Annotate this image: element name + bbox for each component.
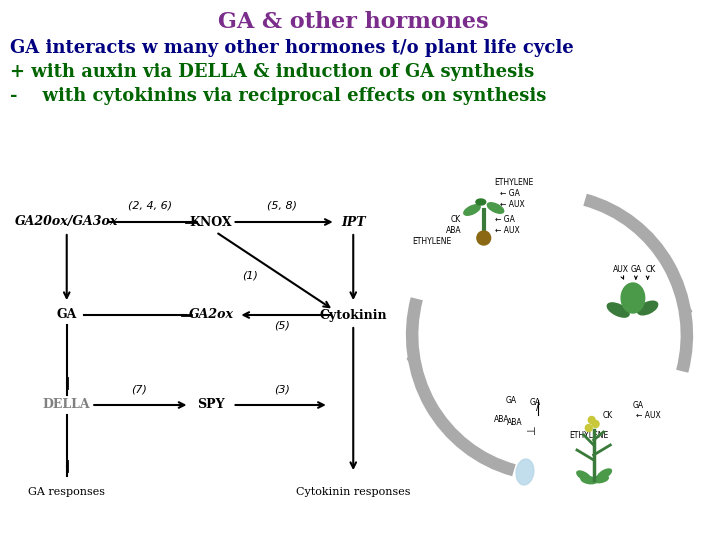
Ellipse shape [464,205,480,215]
Text: ETHYLENE: ETHYLENE [495,178,534,187]
Text: GA: GA [633,401,644,410]
Text: (5, 8): (5, 8) [267,201,297,211]
Text: ETHYLENE: ETHYLENE [412,237,451,246]
Text: GA: GA [505,396,517,405]
Text: ⊣: ⊣ [525,427,535,437]
Ellipse shape [593,475,608,483]
Text: IPT: IPT [341,215,366,228]
Text: ← GA: ← GA [500,189,521,198]
Text: -    with cytokinins via reciprocal effects on synthesis: - with cytokinins via reciprocal effects… [10,87,546,105]
Text: ← AUX: ← AUX [636,411,661,420]
Text: GA & other hormones: GA & other hormones [218,11,488,33]
Text: /: / [536,402,539,412]
Text: ABA: ABA [494,415,509,424]
Ellipse shape [577,471,591,481]
Text: GA: GA [57,308,77,321]
Text: (1): (1) [243,270,258,280]
Text: (2, 4, 6): (2, 4, 6) [127,201,171,211]
Circle shape [588,416,595,423]
Text: AUX: AUX [613,265,629,274]
Text: (5): (5) [274,320,290,330]
Ellipse shape [598,469,611,479]
Text: Cytokinin responses: Cytokinin responses [296,487,410,497]
Ellipse shape [487,202,504,213]
Text: DELLA: DELLA [43,399,91,411]
Ellipse shape [516,459,534,485]
Text: GA interacts w many other hormones t/o plant life cycle: GA interacts w many other hormones t/o p… [10,39,574,57]
Text: GA responses: GA responses [28,487,105,497]
Circle shape [585,424,592,431]
Text: SPY: SPY [197,399,225,411]
Text: ABA: ABA [446,226,462,235]
Text: CK: CK [603,411,613,420]
Text: GA20ox/GA3ox: GA20ox/GA3ox [15,215,118,228]
Ellipse shape [621,283,644,313]
Ellipse shape [581,476,596,484]
Text: (7): (7) [131,384,147,394]
Circle shape [477,231,490,245]
Text: Cytokinin: Cytokinin [320,308,387,321]
Text: CK: CK [645,265,656,274]
Text: ABA: ABA [508,418,523,427]
Text: GA: GA [630,265,642,274]
Text: ← GA: ← GA [495,215,514,224]
Text: GA: GA [529,398,540,407]
Text: ← AUX: ← AUX [500,200,525,209]
Text: GA2ox: GA2ox [189,308,233,321]
Ellipse shape [476,199,486,205]
Text: ETHYLENE: ETHYLENE [569,431,608,440]
Ellipse shape [638,301,657,315]
Text: (3): (3) [274,384,290,394]
Text: CK: CK [451,215,462,224]
Ellipse shape [607,303,629,317]
Text: + with auxin via DELLA & induction of GA synthesis: + with auxin via DELLA & induction of GA… [10,63,534,81]
Text: ← AUX: ← AUX [495,226,519,235]
Text: KNOX: KNOX [189,215,233,228]
Circle shape [592,421,599,428]
